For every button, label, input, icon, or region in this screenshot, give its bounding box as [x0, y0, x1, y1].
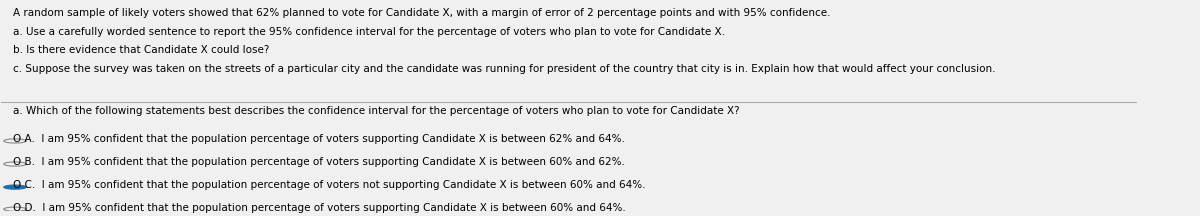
Text: O B.  I am 95% confident that the population percentage of voters supporting Can: O B. I am 95% confident that the populat… — [13, 157, 625, 167]
Text: O D.  I am 95% confident that the population percentage of voters supporting Can: O D. I am 95% confident that the populat… — [13, 203, 625, 213]
Text: b. Is there evidence that Candidate X could lose?: b. Is there evidence that Candidate X co… — [13, 45, 269, 56]
Text: A random sample of likely voters showed that 62% planned to vote for Candidate X: A random sample of likely voters showed … — [13, 8, 830, 18]
Circle shape — [4, 185, 26, 189]
Text: c. Suppose the survey was taken on the streets of a particular city and the cand: c. Suppose the survey was taken on the s… — [13, 64, 995, 74]
Text: O C.  I am 95% confident that the population percentage of voters not supporting: O C. I am 95% confident that the populat… — [13, 180, 646, 190]
Text: a. Use a carefully worded sentence to report the 95% confidence interval for the: a. Use a carefully worded sentence to re… — [13, 27, 725, 37]
Text: O A.  I am 95% confident that the population percentage of voters supporting Can: O A. I am 95% confident that the populat… — [13, 134, 625, 144]
Text: a. Which of the following statements best describes the confidence interval for : a. Which of the following statements bes… — [13, 106, 739, 116]
